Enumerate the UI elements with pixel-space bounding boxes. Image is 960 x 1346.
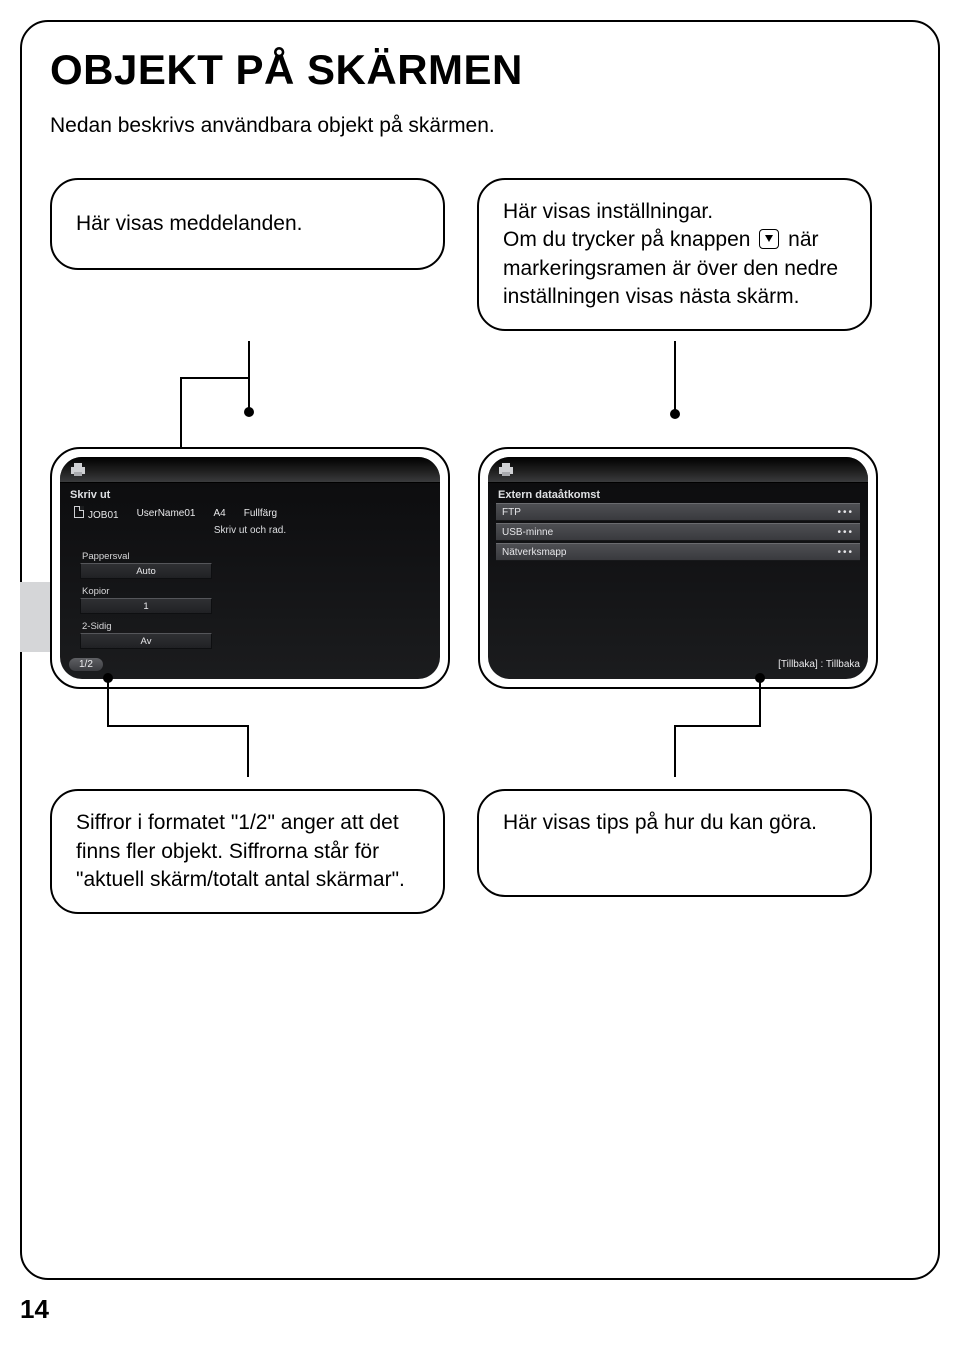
callout-page-indicator-text: Siffror i formatet "1/2" anger att det f…: [76, 811, 405, 891]
printer-icon: [498, 463, 514, 477]
connectors-top: [50, 341, 910, 451]
list-item[interactable]: FTP •••: [496, 503, 860, 521]
list-item[interactable]: Nätverksmapp •••: [496, 543, 860, 561]
lcd-left-footer: 1/2: [68, 655, 432, 673]
setting0-value[interactable]: Auto: [80, 563, 212, 579]
lcd-right-footer-text: [Tillbaka] : Tillbaka: [778, 659, 860, 670]
lcd-right: Extern dataåtkomst FTP ••• USB-minne •••…: [488, 457, 868, 679]
lcd-left-jobline: JOB01 UserName01 A4 Fullfärg: [68, 503, 432, 521]
printer-icon: [70, 463, 86, 477]
callout-messages-text: Här visas meddelanden.: [76, 210, 302, 238]
lcd-left-topbar: [60, 457, 440, 483]
ellipsis-icon: •••: [837, 507, 854, 518]
page-number: 14: [20, 1294, 940, 1325]
page-frame: OBJEKT PÅ SKÄRMEN Nedan beskrivs användb…: [20, 20, 940, 1280]
down-arrow-icon: [759, 229, 779, 249]
lcd-right-section: Extern dataåtkomst: [496, 489, 860, 503]
lcd-right-topbar: [488, 457, 868, 483]
bottom-callout-row: Siffror i formatet "1/2" anger att det f…: [50, 789, 910, 914]
intro-text: Nedan beskrivs användbara objekt på skär…: [50, 114, 910, 138]
callout-settings: Här visas inställningar. Om du trycker p…: [477, 178, 872, 331]
lcd-right-frame: Extern dataåtkomst FTP ••• USB-minne •••…: [478, 447, 878, 689]
ellipsis-icon: •••: [837, 527, 854, 538]
callout-settings-line2a: Om du trycker på knappen: [503, 228, 756, 251]
lcd-left: Skriv ut JOB01 UserName01 A4 Fullfärg Sk…: [60, 457, 440, 679]
top-callout-row: Här visas meddelanden. Här visas inställ…: [50, 178, 910, 331]
callout-settings-line1: Här visas inställningar.: [503, 200, 713, 223]
job-paper: A4: [214, 508, 226, 519]
lcd-left-section: Skriv ut: [68, 489, 432, 503]
page-title: OBJEKT PÅ SKÄRMEN: [50, 46, 910, 94]
setting1-value[interactable]: 1: [80, 598, 212, 614]
side-tab: [20, 582, 50, 652]
setting2-label: 2-Sidig: [76, 617, 216, 633]
job-user: UserName01: [137, 508, 196, 519]
callout-tips: Här visas tips på hur du kan göra.: [477, 789, 872, 897]
lcd-left-settings: Pappersval Auto Kopior 1 2-Sidig Av: [76, 547, 216, 652]
page-indicator: 1/2: [68, 657, 104, 672]
lcd-left-tip: Skriv ut och rad.: [68, 521, 432, 536]
row1-label: USB-minne: [502, 527, 553, 538]
connectors-bottom: [50, 689, 910, 775]
list-item[interactable]: USB-minne •••: [496, 523, 860, 541]
job-color: Fullfärg: [244, 508, 277, 519]
lcd-left-panel: Skriv ut JOB01 UserName01 A4 Fullfärg Sk…: [68, 489, 432, 671]
callout-messages: Här visas meddelanden.: [50, 178, 445, 270]
row0-label: FTP: [502, 507, 521, 518]
callout-page-indicator: Siffror i formatet "1/2" anger att det f…: [50, 789, 445, 914]
lcd-right-panel: Extern dataåtkomst FTP ••• USB-minne •••…: [496, 489, 860, 671]
setting1-label: Kopior: [76, 582, 216, 598]
document-icon: [74, 506, 84, 518]
setting0-label: Pappersval: [76, 547, 216, 563]
setting2-value[interactable]: Av: [80, 633, 212, 649]
lcd-left-frame: Skriv ut JOB01 UserName01 A4 Fullfärg Sk…: [50, 447, 450, 689]
screenshots-row: Skriv ut JOB01 UserName01 A4 Fullfärg Sk…: [50, 447, 910, 689]
row2-label: Nätverksmapp: [502, 547, 566, 558]
ellipsis-icon: •••: [837, 547, 854, 558]
callout-tips-text: Här visas tips på hur du kan göra.: [503, 811, 817, 834]
lcd-right-footer: [Tillbaka] : Tillbaka: [496, 655, 860, 673]
job-name: JOB01: [88, 510, 119, 521]
